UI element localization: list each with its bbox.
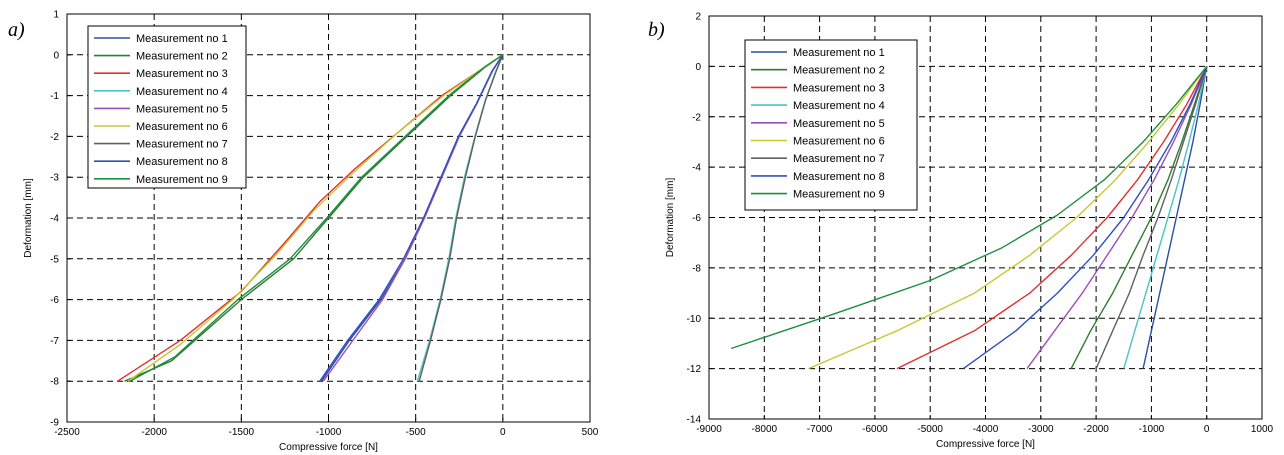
- y-axis-label: Deformation [mm]: [665, 178, 676, 258]
- y-tick-label: 2: [695, 12, 701, 23]
- x-axis-label: Compressive force [N]: [936, 439, 1035, 450]
- legend-entry-5: Measurement no 5: [136, 103, 228, 115]
- legend-entry-7: Measurement no 7: [136, 139, 228, 151]
- y-tick-label: -14: [687, 415, 702, 426]
- chart-b: -9000 -8000 -7000 -6000 -5000 -4000 -3000 -2000…: [648, 12, 1274, 451]
- y-tick-label: -6: [50, 295, 59, 306]
- legend-entry-7: Measurement no 7: [793, 153, 885, 165]
- series-line-9: [730, 65, 1208, 350]
- x-axis-label: Compressive force [N]: [279, 442, 378, 453]
- y-tick-label: 0: [695, 62, 701, 73]
- legend-entry-9: Measurement no 9: [136, 174, 228, 186]
- x-tick-label: -2000: [1083, 424, 1109, 435]
- chart-a: -2500 -2000 -1500 -1000 -500 0 500 -9 -8 -7 -6 -5 -4…: [8, 10, 599, 454]
- y-tick-label: -5: [50, 254, 59, 265]
- x-tick-label: -5000: [917, 424, 943, 435]
- series-line-2: [124, 54, 504, 382]
- series-line-1: [1142, 66, 1208, 369]
- legend-entry-2: Measurement no 2: [793, 65, 885, 77]
- y-tick-label: 1: [53, 10, 59, 21]
- y-tick-label: -4: [50, 214, 59, 225]
- legend-entry-4: Measurement no 4: [793, 100, 885, 112]
- series-line-3: [896, 66, 1208, 370]
- legend-entry-1: Measurement no 1: [136, 33, 228, 45]
- y-tick-label: -4: [692, 163, 701, 174]
- x-tick-label: -2000: [141, 427, 167, 438]
- series-line-6: [808, 65, 1208, 370]
- y-tick-label: -2: [692, 112, 701, 123]
- legend-box: [744, 39, 918, 211]
- x-tick-label: -500: [406, 427, 426, 438]
- series-line-7: [1095, 66, 1208, 369]
- y-tick-label: -9: [50, 418, 59, 429]
- legend-entry-2: Measurement no 2: [136, 51, 228, 63]
- x-tick-label: -6000: [862, 424, 888, 435]
- y-tick-label: -1: [50, 91, 59, 102]
- panel-label: a): [8, 19, 25, 41]
- x-tick-label: -1000: [1139, 424, 1165, 435]
- legend-box: [87, 25, 247, 189]
- x-tick-label: -9000: [696, 424, 722, 435]
- x-tick-label: 0: [1204, 424, 1210, 435]
- series-line-4: [1123, 66, 1208, 369]
- y-tick-label: -12: [687, 364, 702, 375]
- x-tick-label: -4000: [973, 424, 999, 435]
- x-tick-label: -3000: [1028, 424, 1054, 435]
- x-tick-label: -7000: [807, 424, 833, 435]
- x-tick-label: 0: [500, 427, 506, 438]
- series-line-8: [962, 66, 1208, 370]
- series-line-7: [418, 54, 504, 382]
- series-line-8: [319, 54, 504, 382]
- legend-entry-1: Measurement no 1: [793, 47, 885, 59]
- legend-entry-8: Measurement no 8: [136, 156, 228, 168]
- y-tick-label: 0: [53, 50, 59, 61]
- y-tick-label: -8: [692, 263, 701, 274]
- series-line-2: [1070, 66, 1208, 369]
- y-axis-label: Deformation [mm]: [23, 178, 34, 258]
- legend-entry-8: Measurement no 8: [793, 171, 885, 183]
- x-tick-label: 1000: [1251, 424, 1274, 435]
- x-tick-label: -8000: [752, 424, 778, 435]
- legend-entry-6: Measurement no 6: [793, 136, 885, 148]
- series-line-5: [1026, 66, 1208, 370]
- y-tick-label: -10: [687, 314, 702, 325]
- x-tick-label: 500: [582, 427, 599, 438]
- series-line-9: [129, 54, 504, 382]
- legend-entry-3: Measurement no 3: [793, 82, 885, 94]
- y-tick-label: -2: [50, 132, 59, 143]
- y-tick-label: -8: [50, 377, 59, 388]
- x-tick-label: -1000: [316, 427, 342, 438]
- series-line-6: [127, 54, 504, 382]
- legend-entry-6: Measurement no 6: [136, 121, 228, 133]
- legend-entry-4: Measurement no 4: [136, 86, 228, 98]
- x-tick-label: -2500: [54, 427, 80, 438]
- legend-entry-9: Measurement no 9: [793, 189, 885, 201]
- y-tick-label: -7: [50, 336, 59, 347]
- panel-label: b): [648, 19, 665, 41]
- x-tick-label: -1500: [229, 427, 255, 438]
- y-tick-label: -6: [692, 213, 701, 224]
- legend-entry-3: Measurement no 3: [136, 68, 228, 80]
- y-tick-label: -3: [50, 173, 59, 184]
- legend-entry-5: Measurement no 5: [793, 118, 885, 130]
